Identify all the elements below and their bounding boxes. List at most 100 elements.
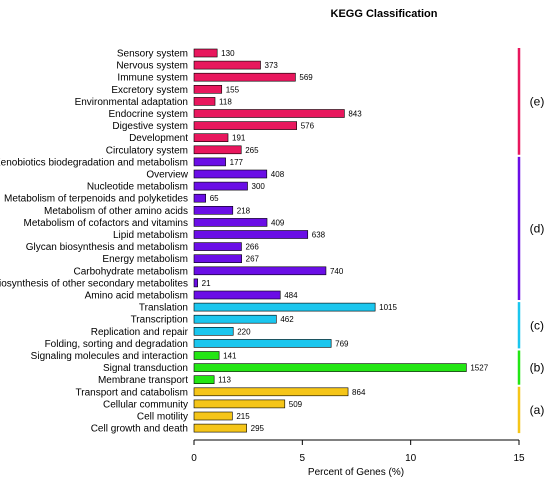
- bar: [193, 375, 215, 385]
- bar: [193, 157, 226, 167]
- category-label: Nucleotide metabolism: [87, 182, 188, 193]
- bar: [193, 399, 286, 409]
- bar: [193, 278, 198, 288]
- category-label: Metabolism of terpenoids and polyketides: [4, 194, 188, 205]
- category-label: Signal transduction: [103, 363, 188, 374]
- category-label: Endocrine system: [109, 109, 188, 120]
- category-label: Xenobiotics biodegradation and metabolis…: [0, 157, 188, 168]
- bar-value-label: 484: [284, 291, 298, 300]
- category-label: Circulatory system: [106, 145, 188, 156]
- group-label: (a): [530, 403, 545, 417]
- bar: [193, 314, 277, 324]
- bar: [193, 85, 223, 94]
- bar-value-label: 118: [219, 97, 232, 106]
- bar: [193, 109, 345, 118]
- bar: [193, 48, 218, 58]
- bar-value-label: 177: [230, 158, 244, 167]
- bar: [193, 339, 332, 348]
- category-label: Amino acid metabolism: [85, 291, 188, 302]
- bar: [193, 72, 296, 82]
- x-axis-label: Percent of Genes (%): [308, 467, 404, 478]
- bar-value-label: 215: [236, 412, 250, 421]
- bar-value-label: 295: [251, 424, 265, 433]
- bar: [193, 145, 242, 155]
- bar: [193, 266, 327, 276]
- category-label: Carbohydrate metabolism: [74, 266, 189, 277]
- bar-value-label: 191: [232, 134, 246, 143]
- category-label: Environmental adaptation: [75, 97, 188, 108]
- category-label: Immune system: [117, 73, 188, 84]
- bar-value-label: 638: [312, 231, 326, 240]
- bar-value-label: 218: [237, 206, 251, 215]
- group-brackets: (e) (d) (c) (b) (a): [517, 48, 545, 434]
- bar: [193, 254, 242, 263]
- bar: [193, 326, 234, 336]
- bar-value-label: 300: [252, 182, 266, 191]
- bar: [193, 411, 233, 421]
- group-label: (d): [530, 221, 545, 235]
- category-label: Nervous system: [116, 61, 188, 72]
- bar: [193, 133, 229, 142]
- category-label: Overview: [146, 170, 188, 181]
- bar-value-label: 130: [221, 49, 235, 58]
- bar-value-label: 740: [330, 267, 344, 276]
- category-label: Sensory system: [117, 49, 188, 60]
- category-label: Glycan biosynthesis and metabolism: [26, 242, 188, 253]
- category-label: Excretory system: [111, 85, 188, 96]
- bar: [193, 121, 297, 130]
- bar: [193, 363, 467, 372]
- category-label: Membrane transport: [98, 375, 188, 386]
- bar: [193, 302, 376, 312]
- bar-value-label: 267: [246, 255, 260, 264]
- bar-value-label: 1527: [470, 364, 488, 373]
- bar-value-label: 509: [289, 400, 303, 409]
- category-label: Cell growth and death: [91, 424, 188, 435]
- category-label: Lipid metabolism: [113, 230, 188, 241]
- bar-value-label: 220: [237, 327, 251, 336]
- category-label: Transcription: [131, 315, 188, 326]
- bar: [193, 423, 247, 433]
- category-label: Digestive system: [112, 121, 188, 132]
- bar-value-label: 409: [271, 218, 285, 227]
- bar-value-label: 113: [218, 376, 231, 385]
- category-label: Metabolism of cofactors and vitamins: [23, 218, 188, 229]
- bar-value-label: 769: [335, 339, 349, 348]
- x-tick-label: 15: [513, 453, 525, 464]
- bar-value-label: 266: [245, 243, 259, 252]
- category-label: Translation: [139, 303, 188, 314]
- bar: [193, 181, 248, 191]
- x-axis: 0 5 10 15: [191, 439, 525, 464]
- category-label: Replication and repair: [91, 327, 189, 338]
- bar: [193, 169, 268, 179]
- bar-value-label: 569: [299, 73, 313, 82]
- x-tick-label: 10: [405, 453, 417, 464]
- bar: [193, 387, 349, 397]
- x-tick-label: 5: [300, 453, 306, 464]
- bar-value-label: 408: [271, 170, 285, 179]
- bar-value-label: 265: [245, 146, 259, 155]
- bar: [193, 290, 281, 300]
- bar-rows: Sensory system 130 Nervous system 373 Immune…: [0, 49, 489, 435]
- bar-value-label: 864: [352, 388, 366, 397]
- category-label: Metabolism of other amino acids: [44, 206, 188, 217]
- bar: [193, 193, 206, 203]
- x-tick-label: 0: [191, 453, 197, 464]
- category-label: Signaling molecules and interaction: [31, 351, 188, 362]
- bar-value-label: 141: [223, 352, 237, 361]
- bar: [193, 242, 242, 251]
- bar: [193, 230, 309, 239]
- bar-value-label: 65: [210, 194, 219, 203]
- category-label: Energy metabolism: [102, 254, 188, 265]
- category-label: Transport and catabolism: [76, 387, 188, 398]
- bar-value-label: 155: [226, 85, 240, 94]
- bar: [193, 218, 268, 227]
- category-label: Cell motility: [137, 412, 188, 423]
- bar-value-label: 1015: [379, 303, 397, 312]
- group-label: (b): [530, 361, 545, 375]
- category-label: Development: [129, 133, 188, 144]
- bar: [193, 206, 234, 215]
- bar-value-label: 462: [280, 315, 294, 324]
- group-label: (c): [530, 318, 544, 332]
- chart-title: KEGG Classification: [331, 8, 438, 20]
